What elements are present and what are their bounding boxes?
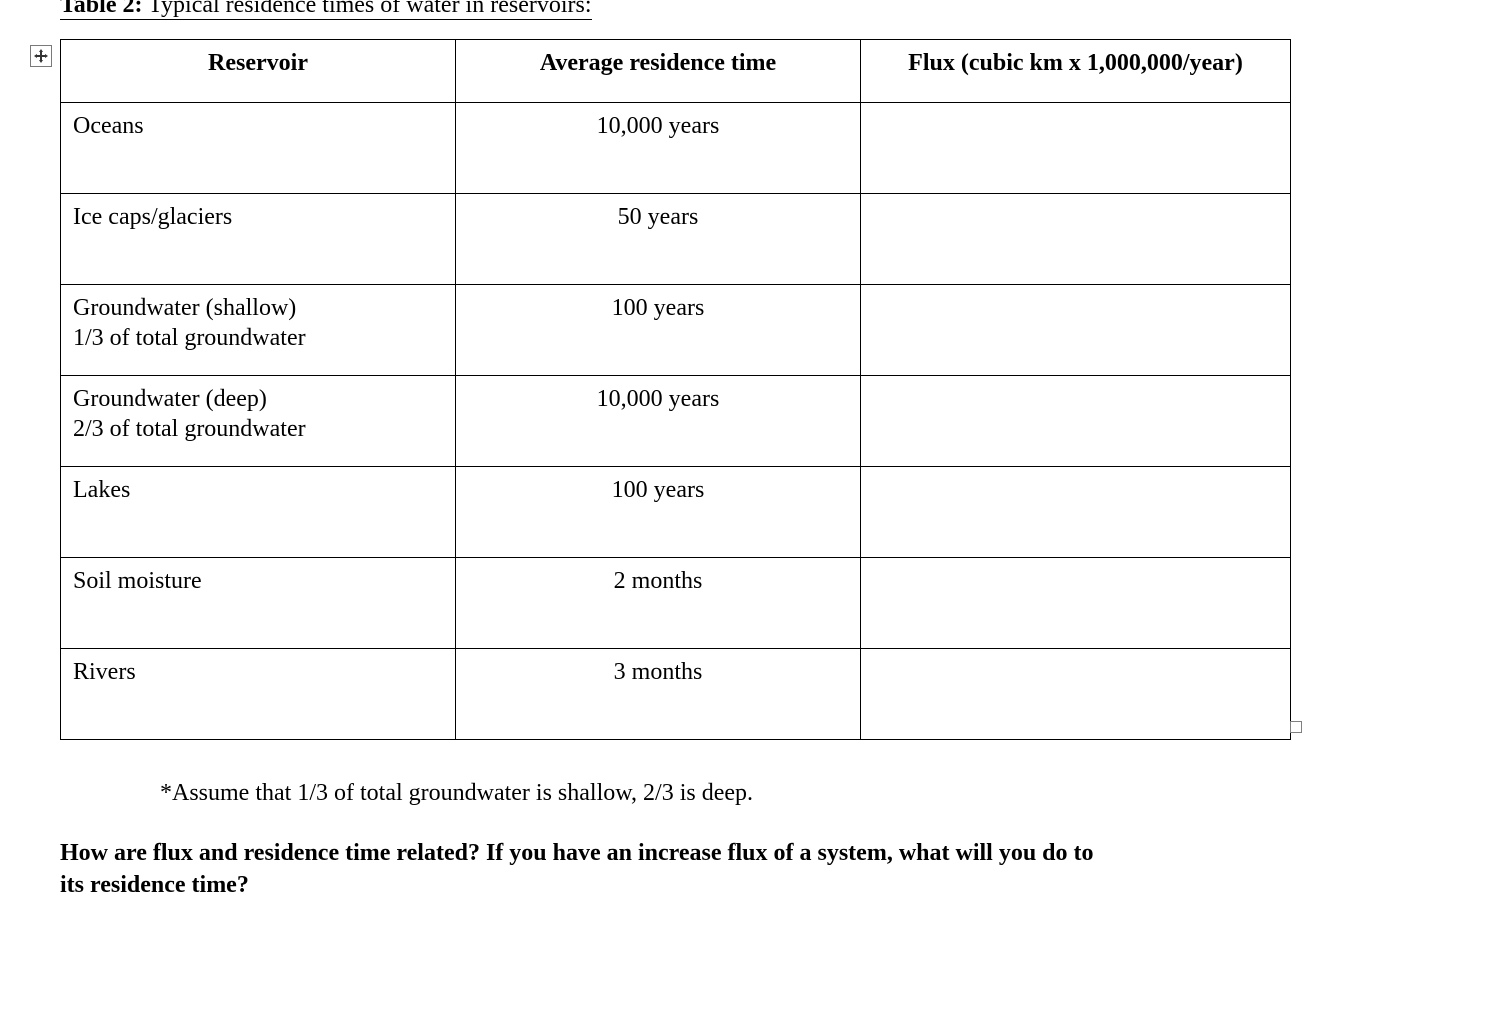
cell-flux — [861, 376, 1291, 467]
cell-flux — [861, 285, 1291, 376]
table-row: Lakes100 years — [61, 467, 1291, 558]
col-header-flux: Flux (cubic km x 1,000,000/year) — [861, 40, 1291, 103]
cell-flux — [861, 103, 1291, 194]
cell-time: 3 months — [456, 649, 861, 740]
table-row: Oceans10,000 years — [61, 103, 1291, 194]
cell-flux — [861, 558, 1291, 649]
table-row: Groundwater (deep)2/3 of total groundwat… — [61, 376, 1291, 467]
caption-rest: Typical residence times of water in rese… — [142, 0, 591, 18]
table-move-handle-icon[interactable] — [30, 45, 52, 67]
table-wrapper: Reservoir Average residence time Flux (c… — [60, 39, 1468, 740]
cell-reservoir: Oceans — [61, 103, 456, 194]
table-caption: Table 2: Typical residence times of wate… — [60, 0, 1468, 39]
col-header-reservoir: Reservoir — [61, 40, 456, 103]
cell-reservoir: Lakes — [61, 467, 456, 558]
table-header-row: Reservoir Average residence time Flux (c… — [61, 40, 1291, 103]
cell-time: 10,000 years — [456, 376, 861, 467]
cell-flux — [861, 194, 1291, 285]
table-row: Rivers3 months — [61, 649, 1291, 740]
cell-reservoir: Ice caps/glaciers — [61, 194, 456, 285]
cell-reservoir: Groundwater (deep)2/3 of total groundwat… — [61, 376, 456, 467]
table-row: Groundwater (shallow)1/3 of total ground… — [61, 285, 1291, 376]
cell-time: 50 years — [456, 194, 861, 285]
residence-time-table: Reservoir Average residence time Flux (c… — [60, 39, 1291, 740]
footnote-text: *Assume that 1/3 of total groundwater is… — [160, 780, 1468, 807]
cell-time: 100 years — [456, 285, 861, 376]
cell-time: 10,000 years — [456, 103, 861, 194]
cell-reservoir: Rivers — [61, 649, 456, 740]
table-row: Soil moisture2 months — [61, 558, 1291, 649]
table-resize-handle-icon[interactable] — [1290, 721, 1302, 733]
cell-reservoir: Soil moisture — [61, 558, 456, 649]
table-row: Ice caps/glaciers50 years — [61, 194, 1291, 285]
cell-flux — [861, 649, 1291, 740]
cell-flux — [861, 467, 1291, 558]
question-text: How are flux and residence time related?… — [60, 837, 1110, 902]
cell-time: 100 years — [456, 467, 861, 558]
cell-time: 2 months — [456, 558, 861, 649]
caption-bold: Table 2: — [60, 0, 142, 18]
col-header-time: Average residence time — [456, 40, 861, 103]
cell-reservoir: Groundwater (shallow)1/3 of total ground… — [61, 285, 456, 376]
